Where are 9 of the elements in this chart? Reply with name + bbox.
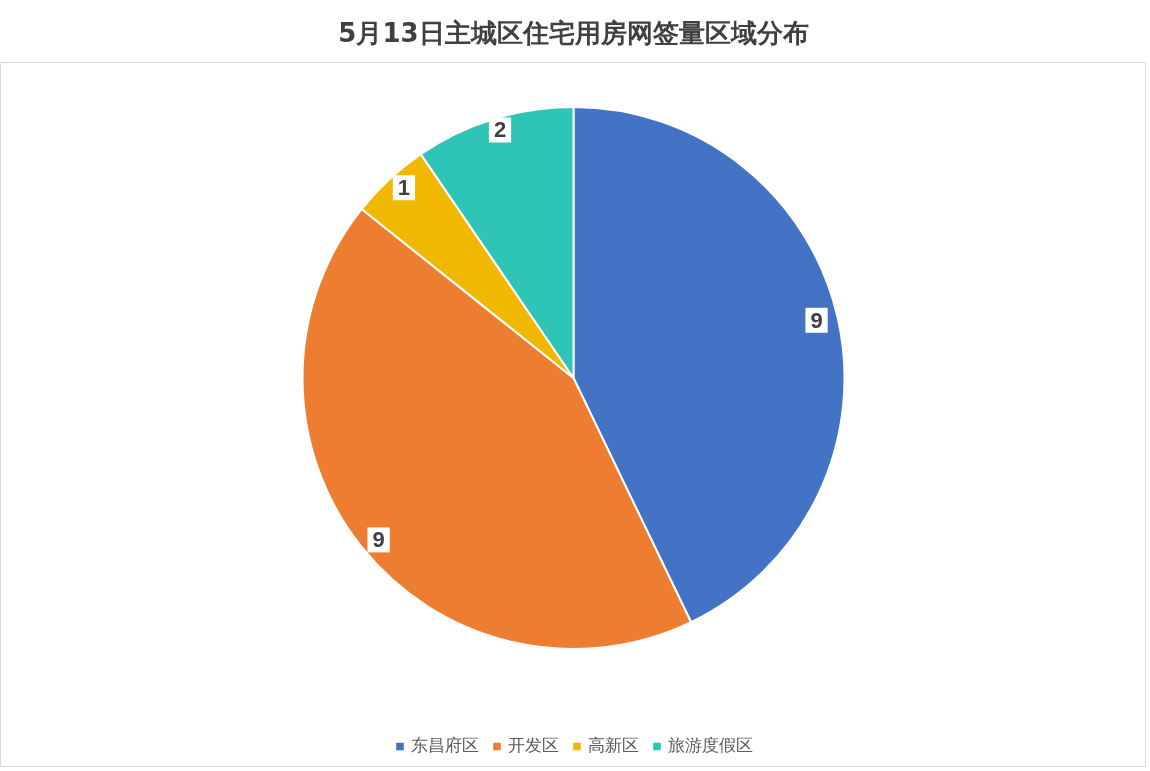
data-label: 2	[493, 117, 507, 143]
chart-title: 5月13日主城区住宅用房网签量区域分布	[338, 17, 809, 48]
legend-label: 开发区	[507, 734, 559, 757]
data-label: 9	[810, 307, 823, 333]
legend-label: 旅游度假区	[667, 734, 753, 757]
legend-label: 高新区	[587, 734, 639, 757]
data-label: 9	[372, 527, 385, 553]
data-label: 1	[397, 175, 411, 201]
legend-label: 东昌府区	[410, 734, 479, 757]
